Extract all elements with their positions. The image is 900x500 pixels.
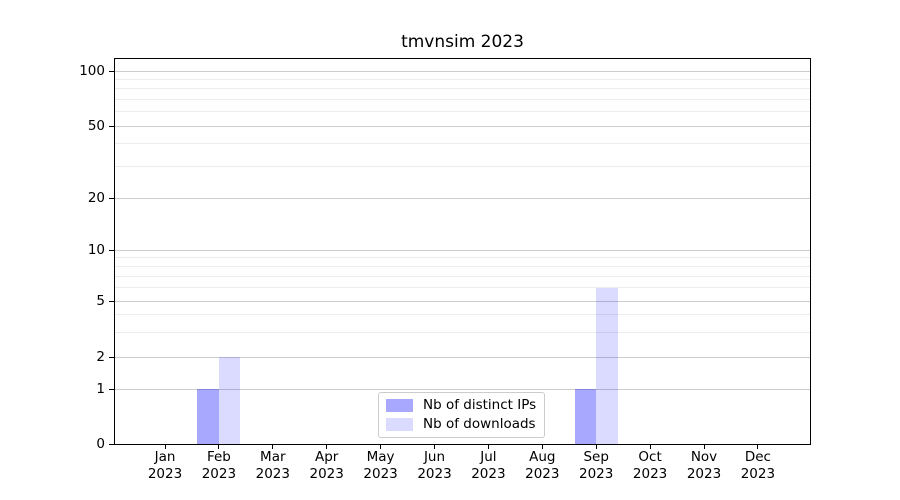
- x-tick-mark: [487, 444, 489, 449]
- x-tick-mark: [434, 444, 435, 449]
- y-tick-label: 20: [87, 190, 105, 206]
- x-tick-label: Jul 2023: [448, 449, 528, 483]
- x-tick-label: Mar 2023: [233, 449, 313, 483]
- x-tick-month: Jun: [423, 449, 446, 465]
- x-tick-mark: [218, 444, 220, 449]
- x-tick-mark: [380, 444, 382, 449]
- x-tick-year: 2023: [525, 466, 560, 482]
- x-tick-month: Jan: [154, 449, 176, 465]
- legend: Nb of distinct IPs Nb of downloads: [378, 392, 545, 438]
- major-gridline: [115, 71, 810, 72]
- legend-entry-downloads: Nb of downloads: [386, 417, 537, 432]
- y-tick-mark: [109, 356, 114, 358]
- minor-gridline: [115, 111, 810, 112]
- x-tick-year: 2023: [147, 466, 183, 482]
- bar-downloads: [218, 357, 241, 444]
- legend-label-downloads: Nb of downloads: [423, 416, 536, 432]
- bar-distinct-ips: [197, 389, 219, 444]
- minor-gridline: [115, 332, 810, 333]
- y-tick-mark: [109, 125, 114, 127]
- major-gridline: [115, 389, 810, 390]
- x-tick-month: Oct: [638, 449, 662, 465]
- minor-gridline: [115, 88, 810, 89]
- x-tick-year: 2023: [255, 466, 290, 482]
- x-tick-month: Nov: [690, 449, 718, 465]
- major-gridline: [115, 126, 810, 127]
- legend-swatch-downloads: [386, 418, 413, 431]
- x-tick-mark: [703, 444, 705, 449]
- minor-gridline: [115, 266, 810, 267]
- minor-gridline: [115, 257, 810, 258]
- y-tick-label: 10: [87, 242, 105, 258]
- x-tick-year: 2023: [417, 466, 452, 482]
- x-tick-year: 2023: [363, 466, 398, 482]
- x-tick-year: 2023: [201, 466, 237, 482]
- legend-entry-distinct-ips: Nb of distinct IPs: [386, 398, 537, 413]
- y-tick-label: 2: [96, 349, 105, 365]
- x-tick-label: Nov 2023: [664, 449, 744, 483]
- x-tick-label: Aug 2023: [502, 449, 582, 483]
- y-tick-label: 1: [96, 381, 105, 397]
- x-tick-label: Sep 2023: [556, 449, 636, 483]
- minor-gridline: [115, 143, 810, 144]
- x-tick-month: Jul: [480, 449, 497, 465]
- y-tick-label: 5: [96, 293, 105, 309]
- x-tick-label: May 2023: [341, 449, 421, 483]
- x-tick-mark: [326, 444, 328, 449]
- x-tick-year: 2023: [686, 466, 722, 482]
- x-tick-label: Apr 2023: [287, 449, 367, 483]
- y-tick-label: 100: [79, 63, 105, 79]
- y-tick-mark: [109, 70, 114, 72]
- minor-gridline: [115, 166, 810, 167]
- major-gridline: [115, 198, 810, 199]
- x-tick-label: Jan 2023: [125, 449, 205, 483]
- x-tick-month: Sep: [583, 449, 609, 465]
- x-tick-mark: [541, 444, 543, 449]
- major-gridline: [115, 357, 810, 358]
- x-tick-month: May: [366, 449, 395, 465]
- bar-downloads: [596, 287, 618, 444]
- x-tick-label: Feb 2023: [179, 449, 259, 483]
- y-tick-label: 50: [87, 118, 105, 134]
- plot-area: [109, 58, 811, 449]
- minor-gridline: [115, 276, 810, 277]
- x-tick-year: 2023: [309, 466, 344, 482]
- major-gridline: [115, 301, 810, 302]
- x-tick-month: Dec: [744, 449, 771, 465]
- x-tick-mark: [757, 444, 759, 449]
- y-tick-mark: [109, 388, 114, 390]
- minor-gridline: [115, 314, 810, 315]
- x-tick-label: Jun 2023: [395, 449, 475, 483]
- x-tick-month: Feb: [206, 449, 231, 465]
- y-tick-label: 0: [96, 436, 105, 452]
- x-tick-year: 2023: [471, 466, 506, 482]
- bar-distinct-ips: [574, 389, 597, 444]
- y-tick-mark: [109, 197, 114, 199]
- y-tick-mark: [109, 300, 114, 302]
- x-tick-label: Oct 2023: [610, 449, 690, 483]
- x-tick-year: 2023: [740, 466, 776, 482]
- minor-gridline: [115, 99, 810, 100]
- x-tick-year: 2023: [632, 466, 668, 482]
- x-tick-mark: [595, 444, 597, 449]
- x-tick-month: Apr: [315, 449, 339, 465]
- x-tick-mark: [272, 444, 274, 449]
- chart-title: tmvnsim 2023: [401, 32, 524, 52]
- major-gridline: [115, 250, 810, 251]
- y-tick-mark: [109, 443, 114, 445]
- x-tick-mark: [164, 444, 166, 449]
- x-tick-mark: [649, 444, 651, 449]
- legend-swatch-distinct-ips: [386, 399, 413, 412]
- minor-gridline: [115, 79, 810, 80]
- legend-label-distinct-ips: Nb of distinct IPs: [423, 397, 537, 413]
- minor-gridline: [115, 287, 810, 288]
- y-tick-mark: [109, 249, 114, 251]
- x-tick-month: Aug: [529, 449, 556, 465]
- x-tick-label: Dec 2023: [718, 449, 798, 483]
- x-tick-year: 2023: [579, 466, 614, 482]
- x-tick-month: Mar: [260, 449, 286, 465]
